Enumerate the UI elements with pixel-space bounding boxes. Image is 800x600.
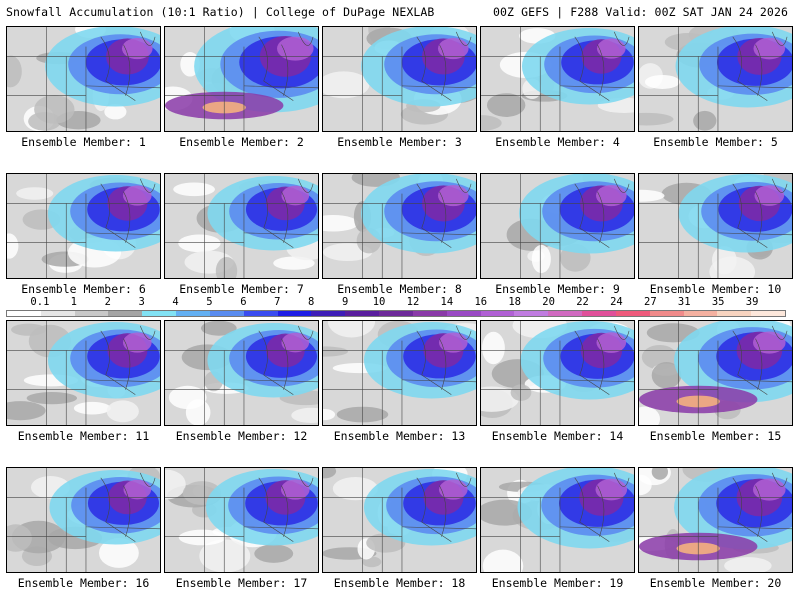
ensemble-member-label: Ensemble Member: 11	[17, 429, 150, 443]
model-run-info: 00Z GEFS | F288 Valid: 00Z SAT JAN 24 20…	[493, 5, 788, 19]
colorbar-segment	[582, 311, 616, 316]
colorbar-segment	[142, 311, 177, 316]
ensemble-member-map	[322, 320, 477, 426]
ensemble-member-map	[638, 320, 793, 426]
colorbar-segment	[209, 311, 244, 316]
legend-tick-labels: 0.1 1 2 3 4 5 6 7 8 9 10 12 14 16 18 20 22 24 27 31 35 39	[6, 296, 786, 308]
colorbar-segment	[108, 311, 143, 316]
legend-tick-label: 14	[440, 296, 454, 308]
ensemble-member-map	[164, 467, 319, 573]
legend-tick-label: 18	[508, 296, 522, 308]
legend-tick-label: 7	[274, 296, 281, 308]
ensemble-member-label: Ensemble Member: 9	[495, 282, 620, 296]
map-title: Snowfall Accumulation (10:1 Ratio) | Col…	[6, 5, 435, 19]
ensemble-member-map	[480, 467, 635, 573]
legend-tick-label: 10	[372, 296, 386, 308]
colorbar-segment	[277, 311, 312, 316]
ensemble-member-label: Ensemble Member: 10	[649, 282, 782, 296]
colorbar-segment	[7, 311, 41, 316]
ensemble-member-map	[164, 173, 319, 279]
ensemble-member-map	[638, 173, 793, 279]
ensemble-member-label: Ensemble Member: 7	[179, 282, 304, 296]
legend-tick-label: 9	[341, 296, 349, 308]
ensemble-member-map	[6, 26, 161, 132]
ensemble-member-map	[6, 467, 161, 573]
colorbar-segment	[311, 311, 346, 316]
ensemble-member-map	[322, 173, 477, 279]
legend-tick-label: 35	[711, 296, 725, 308]
colorbar-segment	[74, 311, 109, 316]
ensemble-member-label: Ensemble Member: 15	[649, 429, 782, 443]
legend-tick-label: 27	[644, 296, 657, 308]
legend-tick-label: 3	[138, 296, 145, 308]
ensemble-member-label: Ensemble Member: 20	[649, 576, 782, 590]
ensemble-member-map	[322, 467, 477, 573]
legend-tick-label: 20	[542, 296, 555, 308]
legend-tick-label: 0.1	[30, 296, 50, 308]
ensemble-member-label: Ensemble Member: 4	[495, 135, 620, 149]
ensemble-member-label: Ensemble Member: 1	[21, 135, 146, 149]
ensemble-member-label: Ensemble Member: 12	[175, 429, 308, 443]
colorbar-segment	[243, 311, 278, 316]
ensemble-member-map	[164, 320, 319, 426]
legend-tick-label: 16	[474, 296, 488, 308]
ensemble-member-label: Ensemble Member: 5	[653, 135, 778, 149]
colorbar-segment	[751, 311, 786, 316]
colorbar-segment	[176, 311, 210, 316]
ensemble-member-map	[6, 320, 161, 426]
legend-tick-label: 12	[406, 296, 420, 308]
ensemble-member-label: Ensemble Member: 17	[175, 576, 308, 590]
colorbar-segment	[683, 311, 718, 316]
ensemble-member-label: Ensemble Member: 8	[337, 282, 462, 296]
legend-tick-label: 8	[308, 296, 315, 308]
legend-tick-label: 5	[206, 296, 213, 308]
ensemble-member-map	[638, 467, 793, 573]
legend-tick-label: 4	[172, 296, 179, 308]
ensemble-member-label: Ensemble Member: 3	[337, 135, 462, 149]
legend-tick-label: 2	[104, 296, 111, 308]
legend-tick-label: 31	[677, 296, 691, 308]
legend-tick-label: 1	[70, 296, 77, 308]
colorbar-segment	[615, 311, 650, 316]
ensemble-member-map	[480, 320, 635, 426]
ensemble-member-map	[322, 26, 477, 132]
colorbar-segment	[514, 311, 549, 316]
colorbar-segment	[548, 311, 583, 316]
ensemble-member-label: Ensemble Member: 6	[21, 282, 146, 296]
colorbar-segment	[446, 311, 481, 316]
colorbar-segment	[345, 311, 380, 316]
ensemble-member-label: Ensemble Member: 19	[491, 576, 624, 590]
legend-tick-label: 22	[576, 296, 589, 308]
legend-tick-label: 24	[610, 296, 623, 308]
colorbar-segment	[412, 311, 447, 316]
ensemble-member-label: Ensemble Member: 16	[17, 576, 150, 590]
ensemble-member-map	[480, 173, 635, 279]
colorbar-segment	[379, 311, 413, 316]
ensemble-member-map	[164, 26, 319, 132]
ensemble-member-label: Ensemble Member: 13	[333, 429, 466, 443]
colorbar-segment	[649, 311, 684, 316]
colorbar-segment	[40, 311, 75, 316]
legend-tick-label: 6	[240, 296, 247, 308]
ensemble-member-label: Ensemble Member: 18	[333, 576, 466, 590]
ensemble-member-label: Ensemble Member: 14	[491, 429, 624, 443]
snowfall-colorbar	[6, 310, 786, 317]
colorbar-segment	[717, 311, 752, 316]
ensemble-member-label: Ensemble Member: 2	[179, 135, 304, 149]
ensemble-member-map	[480, 26, 635, 132]
colorbar-segment	[480, 311, 515, 316]
legend-tick-label: 39	[745, 296, 759, 308]
ensemble-member-map	[6, 173, 161, 279]
ensemble-member-map	[638, 26, 793, 132]
